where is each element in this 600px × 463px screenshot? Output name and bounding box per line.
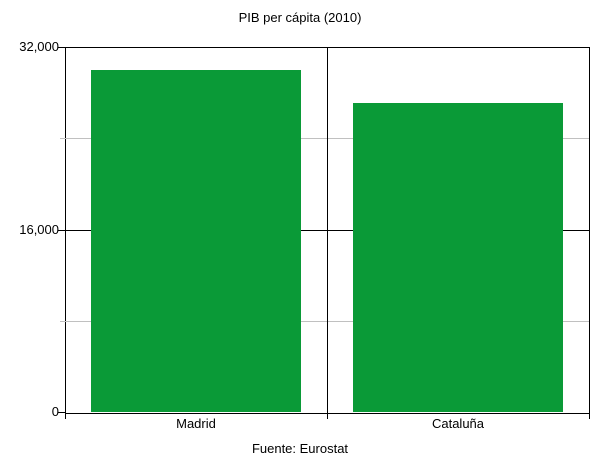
x-axis-label: Cataluña: [431, 416, 485, 431]
category-divider-line: [327, 47, 328, 413]
y-axis-minor-tick: [60, 321, 65, 322]
category-boundary-tick: [589, 412, 590, 419]
y-axis-tick: [58, 47, 66, 48]
source-note: Fuente: Eurostat: [251, 441, 349, 456]
chart-title: PIB per cápita (2010): [238, 10, 362, 25]
y-axis-minor-tick: [60, 138, 65, 139]
category-boundary-tick: [327, 412, 328, 419]
bar-cataluña: [353, 103, 563, 412]
y-axis-label: 32,000: [19, 39, 59, 54]
category-boundary-tick: [65, 412, 66, 419]
y-axis-tick: [58, 230, 66, 231]
x-axis-label: Madrid: [176, 416, 216, 431]
y-axis-label: 0: [51, 404, 59, 419]
y-axis-tick: [58, 412, 66, 413]
bar-madrid: [91, 70, 301, 412]
y-axis-label: 16,000: [19, 222, 59, 237]
